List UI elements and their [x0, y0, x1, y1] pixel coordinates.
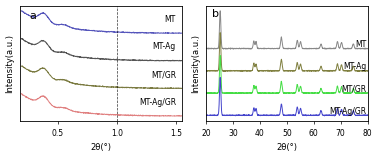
Text: MT/GR: MT/GR [151, 70, 176, 79]
X-axis label: 2θ(°): 2θ(°) [276, 143, 297, 152]
Text: a: a [30, 11, 37, 21]
Text: b: b [212, 9, 219, 19]
Text: MT/GR: MT/GR [341, 84, 366, 93]
Text: MT-Ag/GR: MT-Ag/GR [139, 98, 176, 107]
X-axis label: 2θ(°): 2θ(°) [90, 143, 112, 152]
Y-axis label: Intensity(a.u.): Intensity(a.u.) [6, 34, 15, 93]
Text: MT-Ag: MT-Ag [343, 62, 366, 71]
Text: MT: MT [355, 40, 366, 49]
Y-axis label: Intensity(a.u.): Intensity(a.u.) [191, 34, 200, 93]
Text: MT-Ag/GR: MT-Ag/GR [329, 107, 366, 116]
Text: MT-Ag: MT-Ag [153, 43, 176, 51]
Text: MT: MT [165, 15, 176, 24]
